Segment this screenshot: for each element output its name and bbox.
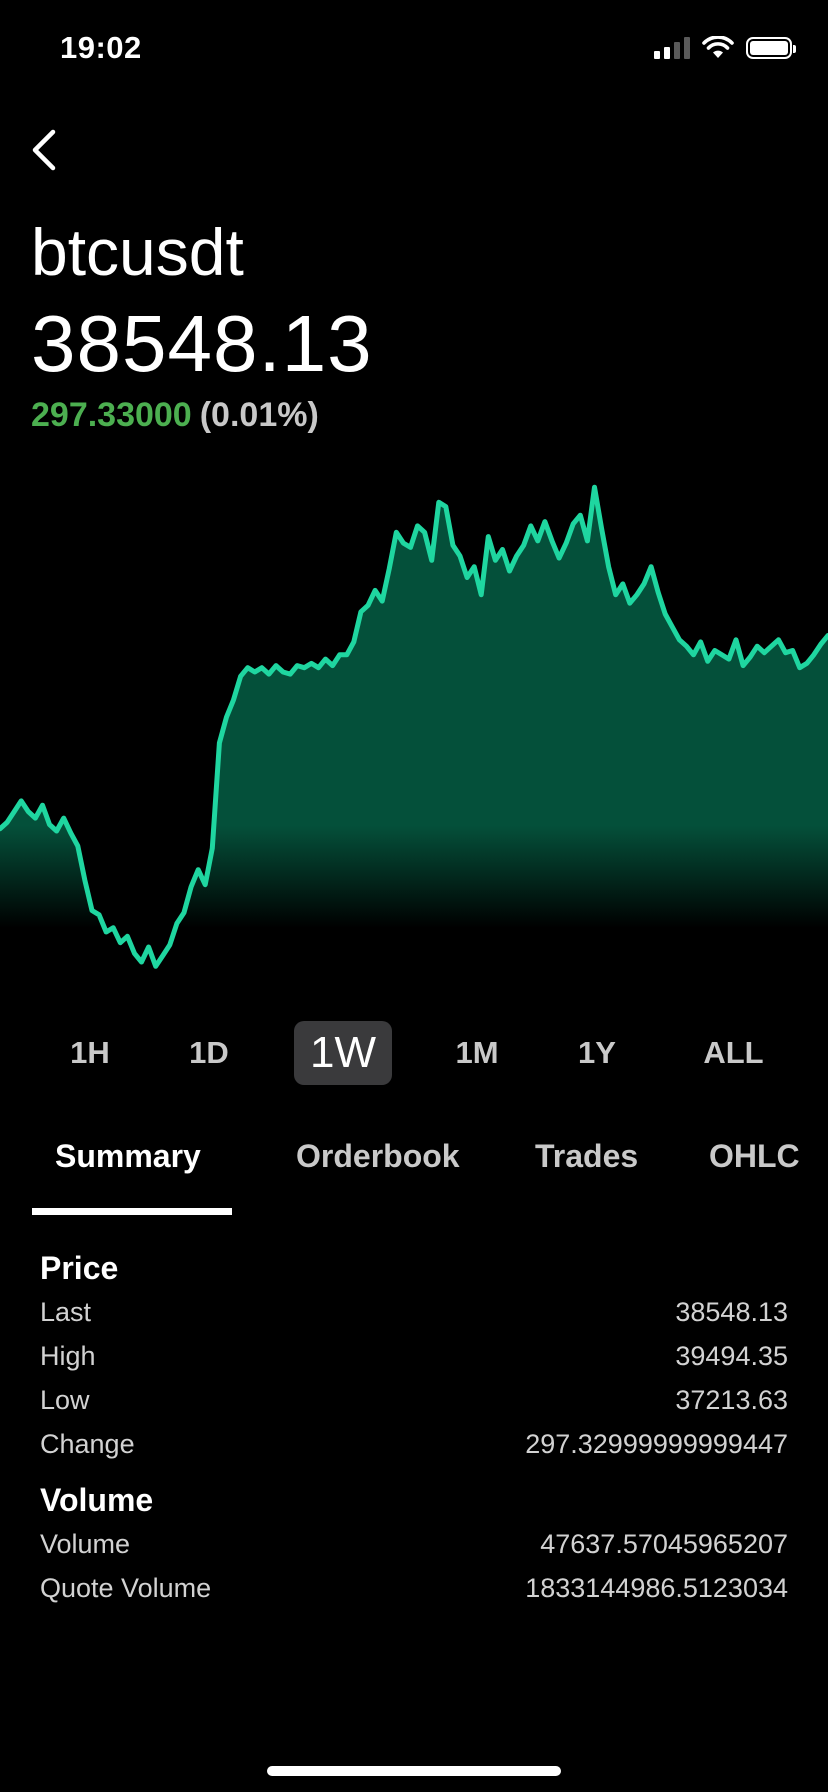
row-label: Last: [40, 1297, 92, 1327]
price-chart[interactable]: [0, 470, 828, 1000]
status-time: 19:02: [60, 30, 142, 65]
range-1h-button[interactable]: 1H: [70, 1035, 110, 1070]
range-1d-button[interactable]: 1D: [189, 1035, 229, 1070]
detail-tabs: Summary Orderbook Trades OHLC: [32, 1130, 828, 1216]
tab-trades[interactable]: Trades: [535, 1138, 639, 1174]
row-value: 47637.57045965207: [540, 1529, 788, 1559]
row-value: 1833144986.5123034: [525, 1573, 788, 1603]
time-range-selector: 1H 1D 1W 1M 1Y ALL: [40, 1021, 790, 1085]
symbol-title: btcusdt: [31, 215, 244, 289]
row-label: Volume: [40, 1529, 131, 1559]
row-label: Change: [40, 1429, 135, 1459]
section-title-price: Price: [40, 1250, 119, 1286]
status-icons: [654, 36, 796, 60]
section-title-volume: Volume: [40, 1482, 154, 1518]
tab-summary[interactable]: Summary: [55, 1138, 201, 1174]
range-1m-button[interactable]: 1M: [455, 1035, 499, 1070]
cellular-signal-icon: [654, 37, 690, 59]
price-change: 297.33000 (0.01%): [31, 398, 319, 432]
tab-active-indicator: [32, 1208, 232, 1215]
range-all-button[interactable]: ALL: [703, 1035, 764, 1070]
row-label: Low: [40, 1385, 90, 1415]
status-bar: 19:02: [0, 0, 828, 100]
summary-row: Low 37213.63: [40, 1378, 788, 1422]
current-price: 38548.13: [31, 299, 373, 388]
home-indicator: [267, 1766, 561, 1776]
row-value: 37213.63: [675, 1385, 788, 1415]
back-button[interactable]: [22, 122, 66, 178]
tab-ohlc[interactable]: OHLC: [709, 1138, 800, 1174]
battery-icon: [746, 37, 796, 59]
summary-row: Volume 47637.57045965207: [40, 1522, 788, 1566]
summary-row: Last 38548.13: [40, 1290, 788, 1334]
range-1w-button[interactable]: 1W: [294, 1021, 392, 1085]
summary-panel: Price Last 38548.13 High 39494.35 Low 37…: [40, 1246, 788, 1610]
summary-row: Quote Volume 1833144986.5123034: [40, 1566, 788, 1610]
chevron-left-icon: [32, 129, 56, 171]
wifi-icon: [702, 36, 734, 58]
row-value: 39494.35: [675, 1341, 788, 1371]
summary-row: Change 297.32999999999447: [40, 1422, 788, 1466]
summary-row: High 39494.35: [40, 1334, 788, 1378]
price-chart-svg: [0, 484, 828, 1000]
row-value: 38548.13: [675, 1297, 788, 1327]
change-percent: (0.01%): [199, 396, 319, 434]
chart-area-fill: [0, 487, 828, 1000]
row-label: Quote Volume: [40, 1573, 212, 1603]
tab-orderbook[interactable]: Orderbook: [296, 1138, 460, 1174]
change-absolute: 297.33000: [31, 396, 192, 434]
chart-price-line: [0, 484, 828, 969]
range-1y-button[interactable]: 1Y: [578, 1035, 616, 1070]
row-label: High: [40, 1341, 96, 1371]
row-value: 297.32999999999447: [525, 1429, 788, 1459]
